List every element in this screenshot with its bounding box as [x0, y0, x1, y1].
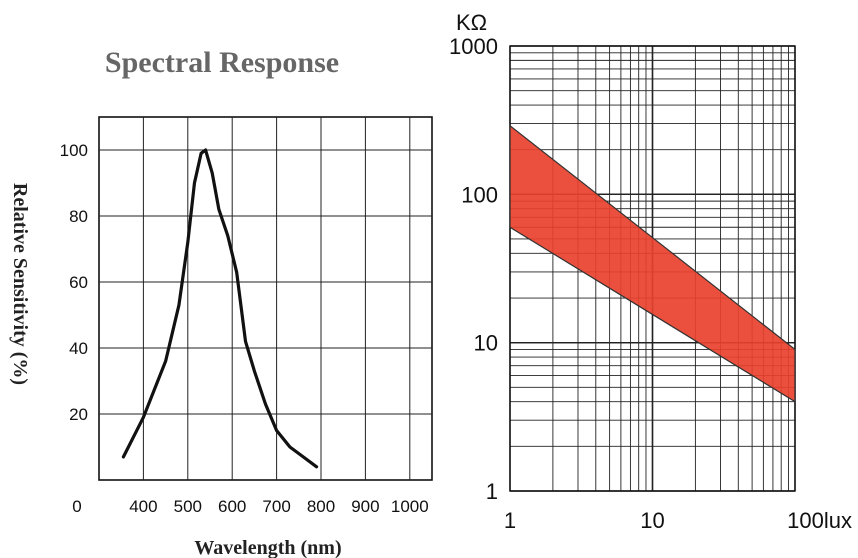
plot-frame [98, 116, 433, 481]
y-tick-label: 10 [474, 331, 498, 356]
plot-frame [509, 45, 796, 492]
x-tick-label: 0 [72, 497, 81, 516]
left-series [121, 148, 319, 469]
left-y-ticks: 20 40 60 80 100 [60, 141, 88, 424]
x-tick-label: 900 [351, 497, 379, 516]
x-tick-label: 100lux [787, 508, 852, 533]
y-tick-label: 40 [69, 339, 88, 358]
x-tick-label: 500 [174, 497, 202, 516]
resistance-lux-chart: KΩ 1 10 100lux 1000 100 10 1 [449, 10, 852, 533]
right-band [509, 124, 796, 403]
spectral-response-chart: Spectral Response Relative Sensitivity (… [9, 46, 433, 558]
x-tick-label: 1000 [391, 497, 429, 516]
x-tick-label: 1 [504, 508, 516, 533]
x-tick-label: 800 [307, 497, 335, 516]
series-line [121, 148, 319, 469]
right-y-ticks: 1000 100 10 1 [449, 34, 498, 504]
y-tick-label: 100 [461, 182, 498, 207]
x-tick-label: 400 [129, 497, 157, 516]
y-axis-label: Relative Sensitivity (%) [9, 183, 31, 385]
x-tick-label: 700 [262, 497, 290, 516]
left-x-ticks: 0 400 500 600 700 800 900 1000 [72, 497, 428, 516]
y-tick-label: 100 [60, 141, 88, 160]
resistance-band [509, 124, 796, 403]
y-tick-label: 20 [69, 405, 88, 424]
y-tick-label: 1 [486, 479, 498, 504]
y-tick-label: 1000 [449, 34, 498, 59]
right-x-ticks: 1 10 100lux [504, 508, 852, 533]
y-tick-label: 60 [69, 273, 88, 292]
left-grid [98, 116, 433, 481]
x-tick-label: 600 [218, 497, 246, 516]
x-axis-label: Wavelength (nm) [194, 537, 341, 558]
y-axis-unit-label: KΩ [456, 10, 487, 35]
x-tick-label: 10 [640, 508, 664, 533]
chart-title: Spectral Response [105, 46, 339, 79]
y-tick-label: 80 [69, 207, 88, 226]
